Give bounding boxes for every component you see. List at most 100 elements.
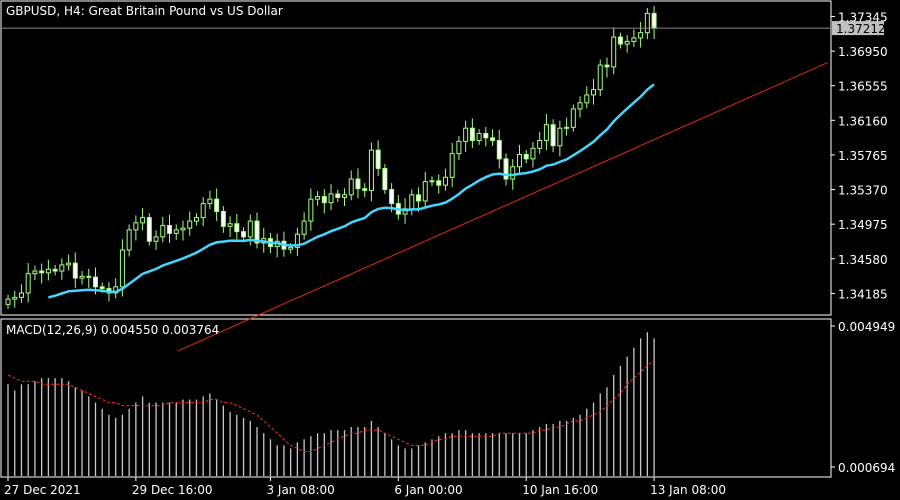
candle[interactable]: [362, 183, 368, 197]
candle[interactable]: [193, 213, 199, 226]
candle[interactable]: [5, 294, 11, 309]
candle[interactable]: [550, 119, 556, 153]
candle[interactable]: [227, 216, 233, 238]
candle[interactable]: [490, 129, 496, 146]
candle-body-up: [25, 273, 31, 294]
candle[interactable]: [234, 214, 240, 240]
candle[interactable]: [86, 268, 92, 288]
candle[interactable]: [611, 27, 617, 75]
candle[interactable]: [167, 214, 173, 244]
candle[interactable]: [429, 176, 435, 187]
candle[interactable]: [18, 284, 24, 303]
time-tick-label: 27 Dec 2021: [4, 483, 81, 497]
candle[interactable]: [456, 135, 462, 161]
candle[interactable]: [153, 230, 159, 250]
candle[interactable]: [617, 32, 623, 49]
candle[interactable]: [436, 174, 442, 194]
candle[interactable]: [557, 120, 563, 157]
moving-average-line: [48, 83, 655, 299]
candle[interactable]: [516, 144, 522, 175]
candle[interactable]: [294, 227, 300, 256]
candle[interactable]: [59, 258, 65, 280]
candle[interactable]: [638, 21, 644, 48]
candle[interactable]: [301, 212, 307, 240]
candle[interactable]: [146, 213, 152, 246]
candle-body-up: [160, 224, 166, 238]
candle[interactable]: [328, 184, 334, 211]
candle[interactable]: [254, 212, 260, 249]
candle[interactable]: [187, 211, 193, 236]
candle[interactable]: [321, 189, 327, 214]
candle[interactable]: [173, 224, 179, 240]
candle[interactable]: [375, 140, 381, 177]
candle[interactable]: [342, 188, 347, 207]
candle[interactable]: [348, 170, 354, 201]
candle[interactable]: [476, 129, 482, 145]
candle[interactable]: [32, 265, 38, 281]
candle[interactable]: [631, 29, 637, 47]
candle-body-up: [429, 180, 435, 183]
candle[interactable]: [564, 117, 570, 136]
candle[interactable]: [241, 227, 247, 242]
candle-body-down: [254, 220, 260, 244]
candle[interactable]: [368, 142, 374, 202]
candle-body-down: [355, 178, 361, 190]
candle[interactable]: [45, 259, 51, 281]
candle-body-down: [362, 188, 368, 191]
candle[interactable]: [591, 78, 597, 105]
candle[interactable]: [449, 142, 455, 187]
candle[interactable]: [52, 264, 58, 276]
candle[interactable]: [126, 224, 132, 257]
candles-layer[interactable]: [5, 5, 657, 309]
candle[interactable]: [308, 188, 314, 231]
candle[interactable]: [503, 153, 509, 186]
candle[interactable]: [207, 190, 213, 210]
time-tick-label: 13 Jan 08:00: [650, 483, 726, 497]
candle[interactable]: [79, 270, 85, 285]
candle[interactable]: [597, 59, 603, 97]
candle[interactable]: [335, 189, 341, 202]
candle[interactable]: [570, 104, 576, 132]
price-tick-label: 1.35765: [838, 149, 888, 163]
candle[interactable]: [355, 168, 361, 199]
candle[interactable]: [200, 197, 206, 227]
candle[interactable]: [422, 172, 428, 209]
candle[interactable]: [543, 114, 549, 151]
chart-title: GBPUSD, H4: Great Britain Pound vs US Do…: [6, 4, 283, 18]
current-price-tag-text: 1.37212: [836, 22, 886, 36]
candle[interactable]: [133, 215, 139, 241]
candle[interactable]: [644, 7, 650, 40]
candle[interactable]: [382, 164, 388, 194]
candle-body-up: [456, 140, 462, 155]
candle[interactable]: [577, 96, 583, 118]
candle[interactable]: [604, 57, 610, 78]
candle[interactable]: [469, 118, 475, 149]
candle[interactable]: [25, 262, 31, 303]
candle-body-up: [173, 229, 179, 234]
candle[interactable]: [537, 131, 543, 154]
candle[interactable]: [530, 141, 536, 168]
candle[interactable]: [584, 86, 590, 109]
candle-body-down: [382, 168, 388, 191]
candle[interactable]: [442, 168, 448, 191]
candle[interactable]: [416, 187, 422, 212]
candle[interactable]: [214, 188, 220, 222]
candle[interactable]: [39, 263, 45, 284]
candle[interactable]: [66, 254, 72, 271]
candle[interactable]: [12, 290, 18, 308]
candle[interactable]: [523, 150, 529, 164]
candle[interactable]: [315, 191, 321, 206]
candle[interactable]: [496, 129, 502, 169]
candle[interactable]: [463, 120, 469, 153]
candle[interactable]: [624, 34, 630, 53]
candle[interactable]: [220, 206, 226, 233]
candle[interactable]: [140, 207, 146, 231]
candle[interactable]: [72, 252, 78, 288]
trend-line-layer: [177, 62, 829, 352]
candle[interactable]: [119, 239, 125, 297]
candle[interactable]: [160, 216, 166, 243]
candle[interactable]: [180, 220, 186, 241]
candle[interactable]: [483, 126, 489, 147]
candle-body-up: [557, 127, 563, 147]
